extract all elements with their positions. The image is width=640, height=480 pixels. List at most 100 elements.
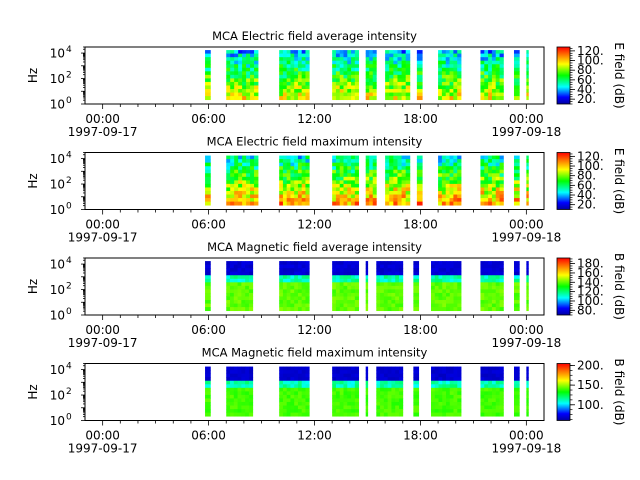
heatmap-cell	[301, 57, 306, 62]
heatmap-cell	[301, 74, 306, 79]
heatmap-cell	[526, 366, 529, 371]
heatmap-cell	[335, 296, 341, 301]
colorbar-tick-label: 40.	[577, 83, 596, 97]
heatmap-cell	[335, 412, 341, 417]
heatmap-cell	[279, 387, 284, 392]
heatmap-cell	[445, 155, 450, 160]
heatmap-cell	[513, 183, 520, 188]
colorbar-tick-label: 40.	[577, 188, 596, 202]
colorbar-tick-label: 160.	[577, 266, 604, 280]
heatmap-cell	[405, 159, 411, 164]
heatmap-cell	[387, 289, 392, 294]
heatmap-cell	[301, 370, 306, 375]
heatmap-cell	[279, 370, 284, 375]
heatmap-cell	[457, 155, 462, 160]
heatmap-cell	[233, 275, 238, 280]
heatmap-cell	[438, 183, 443, 188]
heatmap-cell	[279, 366, 284, 371]
heatmap-cell	[391, 285, 396, 290]
heatmap-cell	[254, 201, 259, 206]
heatmap-cell	[453, 187, 458, 192]
heatmap-cell	[347, 307, 352, 312]
heatmap-cell	[449, 198, 454, 202]
heatmap-cell	[347, 67, 352, 72]
heatmap-cell	[449, 282, 454, 287]
heatmap-cell	[491, 187, 497, 192]
colorbar-tick-label: 120.	[577, 285, 604, 299]
heatmap-cell	[431, 282, 436, 287]
heatmap-cell	[286, 190, 291, 195]
heatmap-cell	[286, 173, 291, 178]
heatmap-cell	[441, 198, 447, 202]
heatmap-cell	[480, 292, 485, 297]
heatmap-cell	[286, 373, 291, 378]
heatmap-cell	[385, 50, 390, 55]
heatmap-cell	[347, 292, 352, 297]
colorbar-tick-label: 60.	[577, 178, 596, 192]
heatmap-cell	[526, 180, 529, 185]
heatmap-cell	[401, 60, 407, 65]
heatmap-cell	[488, 173, 493, 178]
heatmap-cell	[365, 391, 369, 396]
heatmap-cell	[226, 96, 231, 101]
heatmap-cell	[241, 387, 246, 392]
heatmap-cell	[335, 366, 341, 371]
heatmap-cell	[250, 183, 255, 188]
heatmap-cell	[301, 166, 306, 171]
heatmap-cell	[385, 71, 390, 76]
heatmap-cell	[354, 261, 360, 266]
heatmap-cell	[438, 278, 443, 283]
y-tick-label: 10	[50, 47, 65, 61]
colorbar	[556, 257, 571, 316]
heatmap-cell	[205, 64, 211, 69]
heatmap-cell	[242, 67, 247, 72]
heatmap-cell	[282, 373, 288, 378]
heatmap-cell	[226, 57, 231, 62]
heatmap-cell	[380, 289, 385, 294]
heatmap-cell	[446, 292, 451, 297]
heatmap-cell	[491, 81, 497, 86]
heatmap-cell	[495, 194, 500, 199]
heatmap-cell	[488, 64, 493, 69]
heatmap-cell	[301, 384, 306, 389]
heatmap-cell	[332, 71, 337, 76]
heatmap-cell	[294, 398, 299, 403]
heatmap-cell	[279, 190, 284, 195]
heatmap-cell	[457, 194, 462, 199]
heatmap-cell	[242, 183, 247, 188]
heatmap-cell	[230, 162, 235, 167]
colorbar-tick-label: 200.	[577, 358, 604, 372]
heatmap-cell	[246, 53, 251, 58]
heatmap-cell	[354, 60, 360, 65]
heatmap-cell	[297, 67, 303, 72]
heatmap-cell	[495, 401, 500, 406]
heatmap-cell	[380, 391, 385, 396]
y-tick-exponent: 0	[66, 413, 72, 423]
heatmap-cell	[397, 169, 402, 174]
heatmap-cell	[457, 187, 462, 192]
heatmap-cell	[434, 296, 439, 301]
heatmap-cell	[354, 92, 360, 97]
heatmap-cell	[234, 166, 239, 171]
heatmap-cell	[449, 366, 454, 371]
heatmap-cell	[488, 377, 493, 382]
heatmap-cell	[526, 285, 529, 290]
heatmap-cell	[365, 50, 370, 55]
heatmap-cell	[226, 285, 231, 290]
heatmap-cell	[248, 391, 254, 396]
heatmap-cell	[445, 169, 450, 174]
heatmap-cell	[413, 278, 420, 283]
heatmap-cell	[230, 60, 235, 65]
heatmap-cell	[369, 166, 374, 171]
heatmap-cell	[372, 64, 377, 69]
heatmap-cell	[286, 183, 291, 188]
heatmap-cell	[488, 198, 493, 202]
heatmap-cell	[365, 81, 370, 86]
heatmap-cell	[499, 190, 504, 195]
heatmap-cell	[453, 300, 458, 304]
heatmap-cell	[385, 64, 390, 69]
heatmap-cell	[290, 53, 295, 58]
heatmap-cell	[416, 183, 423, 188]
heatmap-cell	[290, 366, 295, 371]
heatmap-cell	[457, 387, 462, 392]
